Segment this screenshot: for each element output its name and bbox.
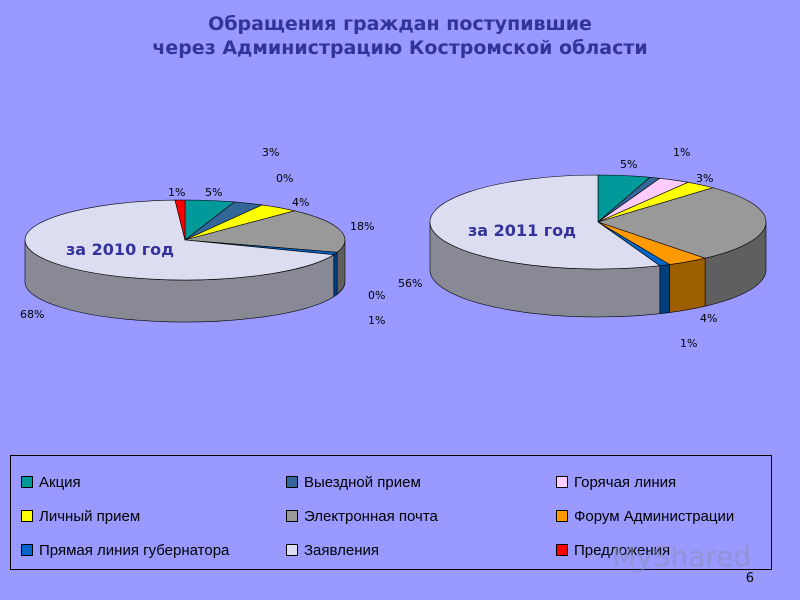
legend-item-forum: Форум Администрации [556, 507, 735, 525]
legend-swatch [556, 476, 568, 488]
page-number: 6 [745, 571, 754, 586]
legend-item-elektronnaya-pochta: Электронная почта [286, 507, 438, 525]
legend-label: Заявления [304, 541, 380, 559]
pie-percent-label: 3% [696, 172, 713, 185]
chart-legend: Акция Выездной прием Горячая линия Личны… [10, 455, 772, 570]
pie-percent-label: 5% [205, 186, 222, 199]
legend-swatch [21, 510, 33, 522]
pie-percent-label: 0% [368, 289, 385, 302]
pie-percent-label: 5% [620, 158, 637, 171]
pie-year-label: за 2010 год [66, 240, 174, 259]
pie-slice [597, 187, 767, 259]
legend-swatch [556, 544, 568, 556]
title-line-1: Обращения граждан поступившие [208, 13, 592, 35]
legend-swatch [21, 476, 33, 488]
pie-year-label: за 2011 год [468, 221, 576, 240]
title-line-2: через Администрацию Костромской области [152, 37, 648, 59]
pie-percent-label: 3% [262, 146, 279, 159]
pie-percent-label: 1% [680, 337, 697, 350]
legend-item-akciya: Акция [21, 473, 81, 491]
legend-item-zayavleniya: Заявления [286, 541, 380, 559]
legend-item-vyezdnoy-priem: Выездной прием [286, 473, 421, 491]
legend-item-pryamaya-liniya: Прямая линия губернатора [21, 541, 230, 559]
pie-percent-label: 1% [673, 146, 690, 159]
legend-label: Прямая линия губернатора [39, 541, 230, 559]
pie-slice [24, 199, 335, 281]
pie-slice [184, 210, 346, 253]
pie-percent-label: 18% [350, 220, 374, 233]
legend-swatch [286, 510, 298, 522]
pie-slice [174, 199, 186, 241]
pie-side-wall [659, 264, 670, 315]
legend-label: Предложения [574, 541, 671, 559]
pie-side-wall [333, 251, 338, 298]
pie-percent-label: 56% [398, 277, 422, 290]
legend-label: Выездной прием [304, 473, 421, 491]
slide-title: Обращения граждан поступившие через Адми… [0, 12, 800, 60]
legend-item-lichny-priem: Личный прием [21, 507, 141, 525]
legend-swatch [556, 510, 568, 522]
pie-percent-label: 1% [368, 314, 385, 327]
watermark-logo: MyShared [612, 540, 752, 573]
legend-item-predlozheniya: Предложения [556, 541, 671, 559]
legend-swatch [286, 476, 298, 488]
pie-percent-label: 68% [20, 308, 44, 321]
pie-side-wall [669, 257, 706, 313]
pie-slice [429, 174, 661, 270]
legend-swatch [286, 544, 298, 556]
pie-percent-label: 1% [168, 186, 185, 199]
pie-percent-label: 0% [276, 172, 293, 185]
legend-label: Акция [39, 473, 81, 491]
legend-item-goryachaya-liniya: Горячая линия [556, 473, 677, 491]
pie-charts: 5%3%0%4%18%0%1%68%1%за 2010 год5%1%3%4%1… [20, 146, 767, 350]
legend-label: Электронная почта [304, 507, 438, 525]
pie-percent-label: 4% [700, 312, 717, 325]
legend-label: Горячая линия [574, 473, 677, 491]
legend-swatch [21, 544, 33, 556]
legend-label: Личный прием [39, 507, 141, 525]
pie-percent-label: 4% [292, 196, 309, 209]
legend-label: Форум Администрации [574, 507, 735, 525]
